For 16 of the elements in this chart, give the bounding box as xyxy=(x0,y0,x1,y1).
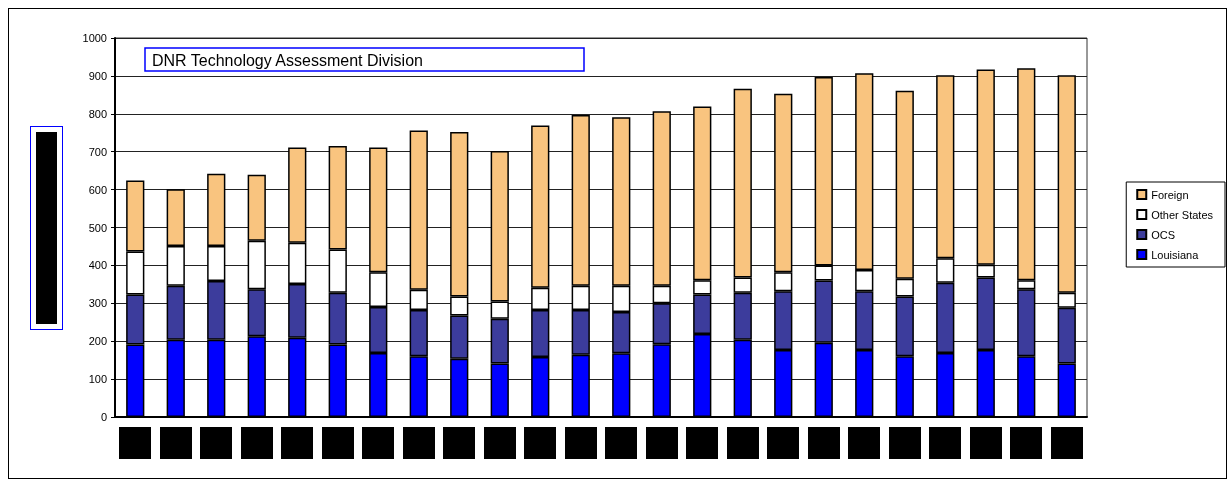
legend-label: Foreign xyxy=(1151,188,1189,201)
y-tick-label: 500 xyxy=(88,221,107,234)
legend-label: OCS xyxy=(1151,228,1176,241)
y-tick-label: 0 xyxy=(100,411,107,423)
y-tick-label: 400 xyxy=(88,259,107,272)
y-tick-label: 800 xyxy=(88,107,107,120)
text: DNR Technology Assessment Division xyxy=(152,51,423,69)
y-tick-label: 600 xyxy=(88,183,107,196)
y-tick-label: 900 xyxy=(88,69,107,82)
y-tick-label: 200 xyxy=(88,335,107,348)
y-tick-label: 100 xyxy=(88,373,107,386)
y-tick-label: 1000 xyxy=(82,32,107,44)
y-tick-label: 700 xyxy=(88,145,107,158)
legend-label: Other States xyxy=(1151,208,1214,221)
y-tick-label: 300 xyxy=(88,297,107,310)
legend-label: Louisiana xyxy=(1151,248,1200,261)
